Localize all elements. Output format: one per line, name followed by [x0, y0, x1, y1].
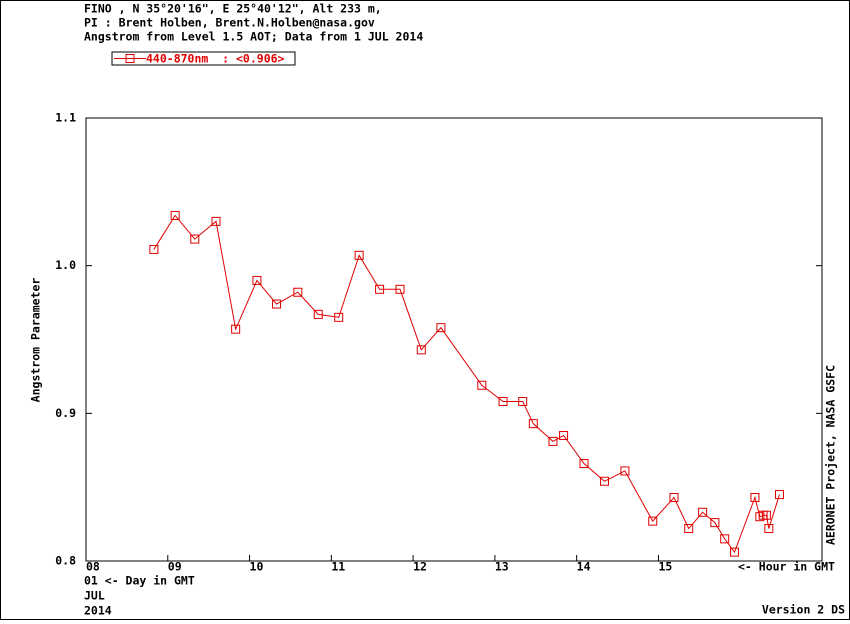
- y-axis-label: Angstrom Parameter: [29, 278, 43, 403]
- x-tick-label: 10: [250, 560, 264, 574]
- data-marker: [720, 534, 730, 544]
- y-tick-label: 1.1: [55, 111, 76, 125]
- data-marker: [528, 419, 538, 429]
- data-marker: [750, 493, 760, 503]
- data-marker: [774, 490, 784, 500]
- y-tick-label: 0.8: [55, 554, 76, 568]
- data-marker: [764, 524, 774, 534]
- data-marker: [395, 284, 405, 294]
- data-marker: [559, 430, 569, 440]
- legend-marker: [125, 54, 135, 63]
- version-label: Version 2 DS: [762, 603, 845, 617]
- header-line: Angstrom from Level 1.5 AOT; Data from 1…: [84, 30, 423, 44]
- data-marker: [354, 250, 364, 260]
- legend-label: 440-870nm : <0.906>: [146, 52, 285, 66]
- data-marker: [620, 466, 630, 476]
- data-marker: [149, 244, 159, 254]
- y-tick-label: 0.9: [55, 406, 76, 420]
- month-label: JUL: [84, 589, 105, 603]
- data-marker: [272, 299, 282, 309]
- data-marker: [684, 524, 694, 534]
- data-marker: [375, 284, 385, 294]
- data-marker: [313, 309, 323, 319]
- x-axis-label: <- Hour in GMT: [738, 560, 835, 574]
- x-tick-label: 13: [495, 560, 509, 574]
- data-marker: [648, 516, 658, 526]
- data-marker: [170, 210, 180, 220]
- data-marker: [334, 312, 344, 322]
- x-tick-label: 14: [577, 560, 591, 574]
- data-marker: [498, 397, 508, 407]
- header-line: PI : Brent Holben, Brent.N.Holben@nasa.g…: [84, 16, 375, 30]
- header-line: FINO , N 35°20'16", E 25°40'12", Alt 233…: [84, 2, 382, 16]
- plot-frame: [85, 117, 823, 562]
- data-marker: [579, 459, 589, 469]
- legend-box: [111, 51, 296, 66]
- data-marker: [436, 323, 446, 333]
- data-marker: [252, 275, 262, 285]
- data-marker: [477, 380, 487, 390]
- data-marker: [669, 493, 679, 503]
- year-label: 2014: [84, 604, 112, 618]
- x-tick-label: 11: [331, 560, 345, 574]
- data-marker: [548, 436, 558, 446]
- x-tick-label: 15: [658, 560, 672, 574]
- x-tick-label: 09: [168, 560, 182, 574]
- x-tick-label: 08: [86, 560, 100, 574]
- y-tick-label: 1.0: [55, 258, 76, 272]
- data-marker: [293, 287, 303, 297]
- data-marker: [729, 547, 739, 557]
- series-line: [153, 214, 780, 554]
- data-marker: [761, 510, 771, 520]
- right-note: AERONET Project, NASA GSFC: [824, 365, 838, 545]
- data-marker: [710, 518, 720, 528]
- data-marker: [755, 512, 765, 522]
- x-tick-label: 12: [413, 560, 427, 574]
- data-marker: [416, 345, 426, 355]
- data-marker: [698, 507, 708, 517]
- data-marker: [599, 476, 609, 486]
- data-marker: [231, 324, 241, 334]
- data-marker: [211, 216, 221, 226]
- day-label: 01 <- Day in GMT: [84, 574, 195, 588]
- data-marker: [190, 234, 200, 244]
- data-marker: [518, 397, 528, 407]
